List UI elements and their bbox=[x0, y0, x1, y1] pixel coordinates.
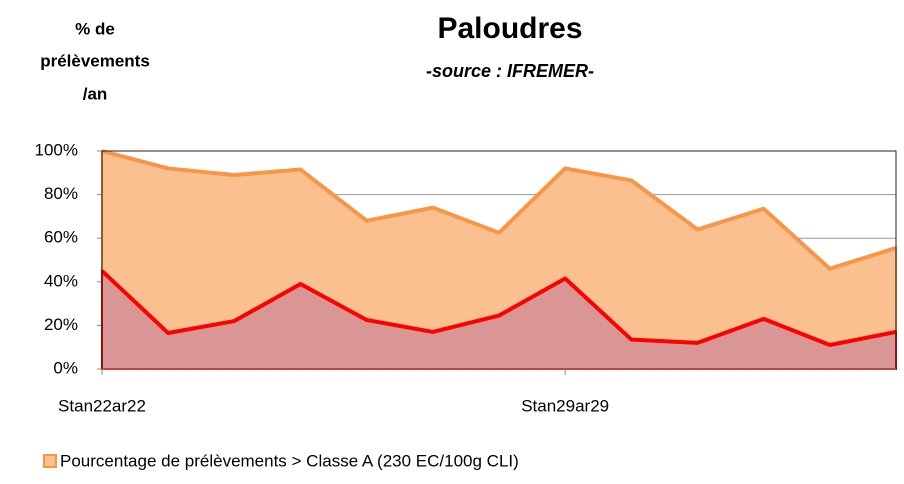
y-tick-label: 40% bbox=[44, 271, 78, 290]
line bbox=[101, 149, 897, 271]
y-tick-label: 0% bbox=[53, 358, 78, 377]
y-tick-label: 80% bbox=[44, 184, 78, 203]
y-tick-label: 100% bbox=[35, 140, 78, 159]
x-tick-label: Stan22ar22 bbox=[58, 396, 146, 415]
line bbox=[100, 269, 897, 348]
y-axis-label: % de bbox=[75, 19, 115, 38]
y-axis-label: prélèvements bbox=[40, 51, 150, 70]
chart-subtitle: -source : IFREMER- bbox=[426, 61, 594, 81]
legend-label: Pourcentage de prélèvements > Classe A (… bbox=[60, 451, 519, 470]
x-tick-label: Stan29ar29 bbox=[521, 396, 609, 415]
legend-swatch bbox=[43, 454, 57, 468]
y-tick-label: 20% bbox=[44, 315, 78, 334]
y-tick-label: 60% bbox=[44, 228, 78, 247]
y-axis-label: /an bbox=[83, 84, 108, 103]
chart-title: Paloudres bbox=[437, 12, 582, 45]
